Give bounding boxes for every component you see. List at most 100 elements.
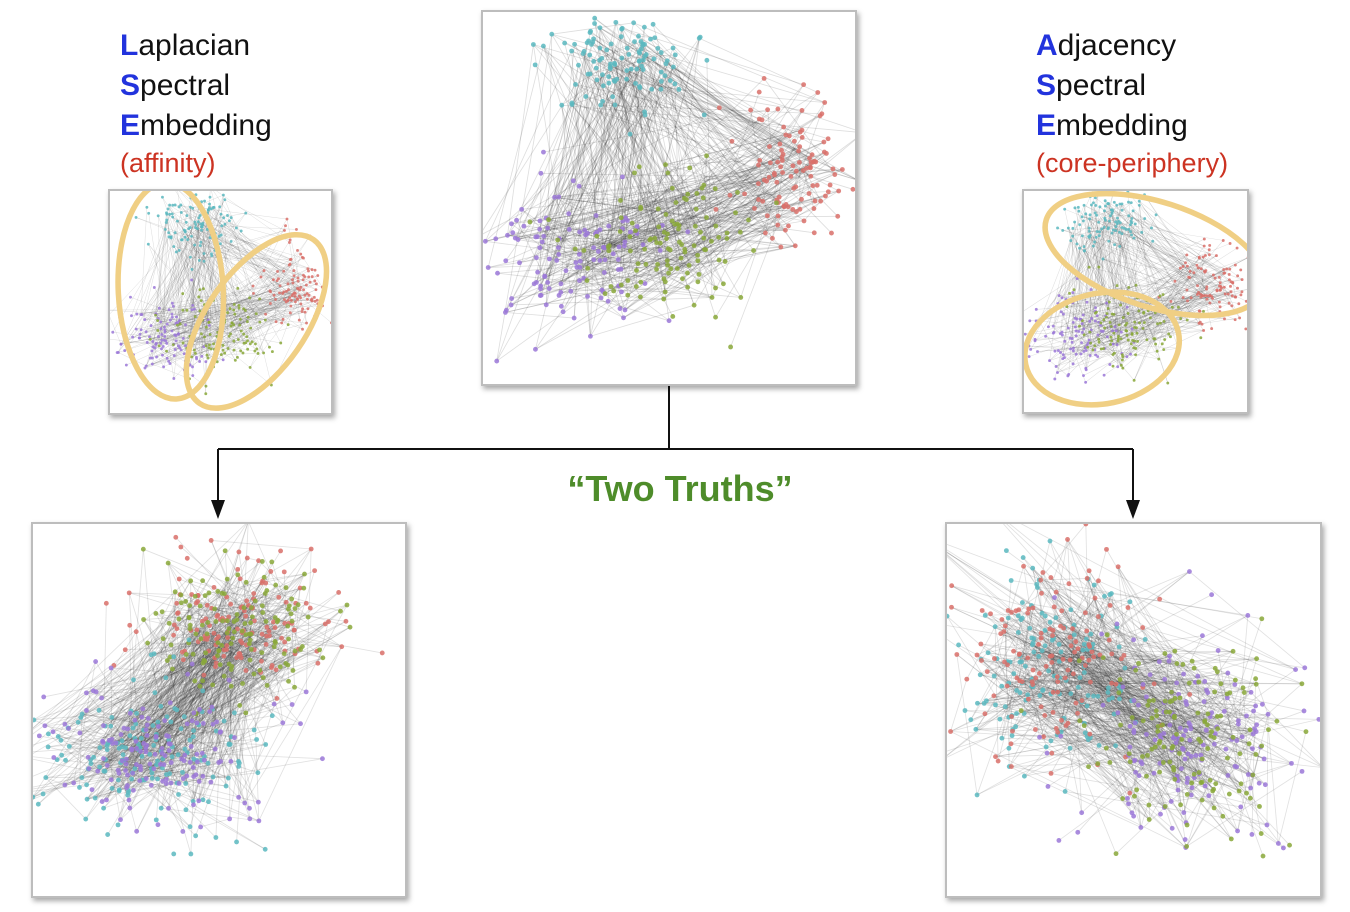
network-edge (529, 221, 668, 262)
network-edge (1139, 205, 1232, 282)
network-edge (600, 104, 855, 180)
network-edge (614, 104, 686, 253)
network-edge (637, 131, 801, 264)
network-node (101, 723, 106, 729)
network-edge (627, 167, 811, 296)
network-edge (645, 193, 745, 265)
network-node (640, 57, 646, 63)
network-edge (1121, 203, 1201, 295)
network-node (252, 618, 257, 624)
network-edge (200, 818, 230, 828)
network-node (289, 596, 295, 602)
network-node (572, 41, 578, 47)
network-edge (640, 92, 818, 210)
network-edge (94, 607, 252, 799)
network-node (779, 158, 785, 163)
network-node (661, 229, 667, 235)
network-node (1167, 332, 1171, 336)
network-edge (161, 608, 213, 754)
network-node (219, 643, 225, 648)
network-edge (626, 78, 716, 189)
network-node (224, 630, 230, 636)
network-edge (156, 314, 222, 331)
network-edge (105, 653, 194, 727)
network-node (577, 265, 583, 270)
network-node (155, 758, 160, 764)
network-edge (1118, 317, 1124, 337)
network-node (627, 229, 633, 235)
network-edge (168, 232, 257, 314)
network-node (190, 765, 196, 770)
network-edge (511, 259, 720, 299)
network-node (1233, 318, 1237, 322)
network-edge (160, 709, 212, 765)
network-edge (213, 239, 291, 367)
network-node (1130, 333, 1134, 336)
network-edge (1061, 610, 1257, 685)
network-edge (1052, 691, 1140, 776)
network-node (807, 155, 812, 161)
network-node (634, 224, 640, 230)
network-edge (266, 590, 341, 612)
network-node (712, 186, 718, 192)
network-node (566, 227, 572, 232)
network-node (606, 223, 612, 229)
network-node (276, 269, 279, 273)
network-edge (1043, 736, 1320, 768)
network-edge (1114, 247, 1238, 327)
network-edge (947, 551, 1175, 717)
network-node (208, 236, 212, 240)
network-node (810, 183, 816, 189)
network-node (292, 606, 298, 611)
network-edge (155, 720, 166, 820)
network-node (1072, 288, 1076, 292)
network-node (239, 329, 243, 333)
network-node (170, 212, 174, 216)
network-edge (1039, 736, 1150, 820)
network-edge (149, 221, 196, 337)
network-node (539, 239, 545, 245)
network-node (45, 744, 51, 750)
network-node (178, 544, 184, 550)
network-edge (1060, 240, 1072, 334)
network-node (339, 644, 345, 650)
network-edge (79, 763, 161, 788)
network-node (308, 546, 314, 552)
network-node (233, 358, 237, 362)
network-edge (161, 310, 200, 335)
network-edge (1063, 627, 1214, 790)
network-node (247, 637, 253, 643)
network-edge (1027, 694, 1187, 848)
network-edge (1055, 592, 1136, 761)
network-edge (541, 74, 603, 243)
network-edge (585, 234, 602, 299)
network-node (612, 60, 617, 66)
network-edge (219, 664, 231, 745)
network-node (338, 608, 343, 614)
network-node (43, 775, 49, 781)
network-node (1134, 353, 1138, 357)
network-node (576, 183, 582, 189)
network-edge (573, 54, 591, 319)
network-edge (210, 303, 318, 350)
network-edge (637, 161, 778, 264)
network-edge (160, 236, 220, 329)
network-edge (67, 625, 210, 729)
network-edge (583, 200, 816, 251)
network-edge (44, 692, 87, 727)
network-node (151, 742, 157, 748)
network-edge (299, 295, 331, 323)
network-edge (1104, 200, 1138, 334)
network-node (164, 658, 170, 663)
network-node (216, 648, 222, 653)
network-edge (976, 654, 1150, 820)
network-edge (185, 601, 217, 664)
network-node (1151, 239, 1155, 243)
network-node (545, 225, 551, 231)
network-node (165, 560, 171, 566)
network-edge (590, 304, 695, 337)
network-edge (1030, 220, 1110, 350)
network-edge (1088, 570, 1131, 762)
network-edge (1068, 330, 1113, 375)
network-node (829, 230, 834, 236)
